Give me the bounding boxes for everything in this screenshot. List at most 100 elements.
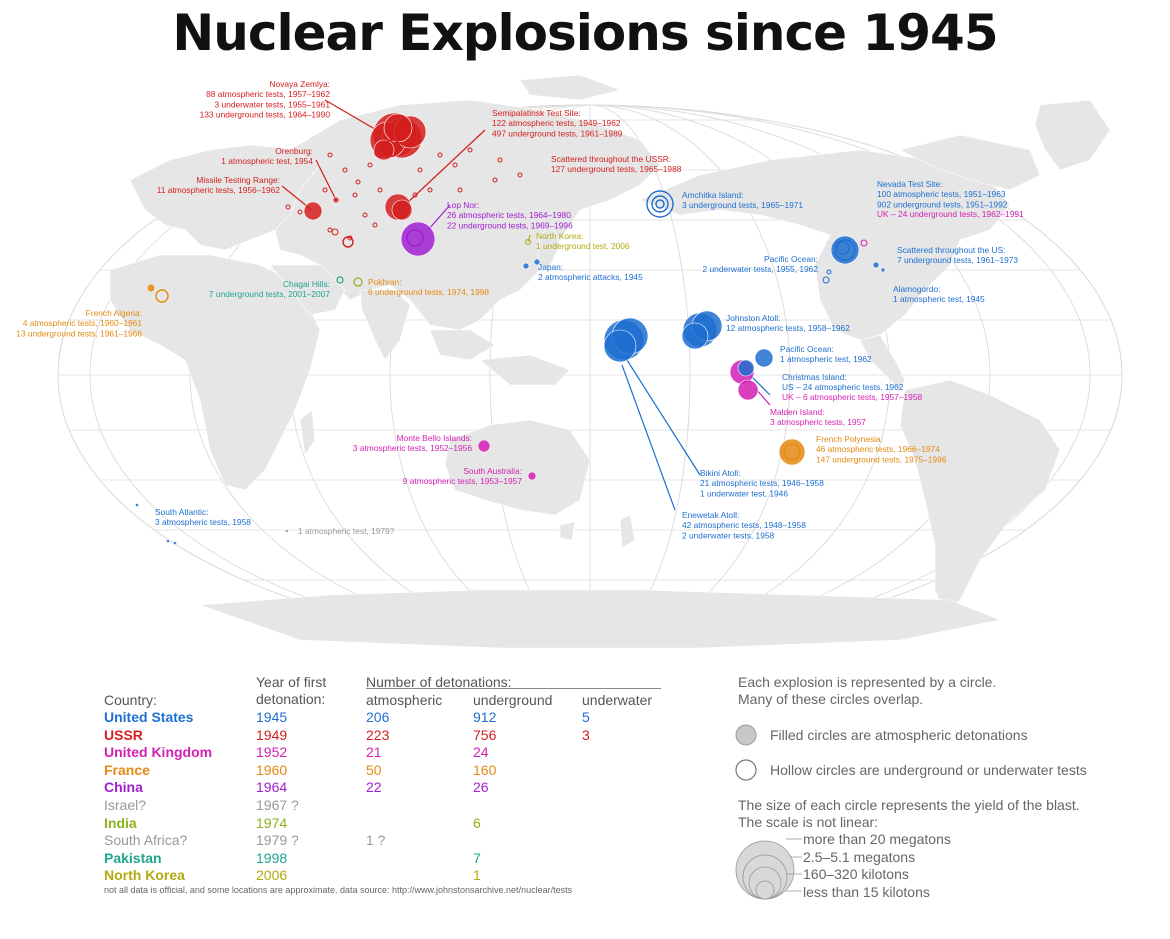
- novaya-zemlya-hollow-circle: [374, 146, 386, 158]
- ussr-scattered-circle: [417, 167, 423, 173]
- nevada-uk-circle: [860, 239, 868, 247]
- table-atmospheric: 22: [366, 779, 382, 796]
- map-label-nevada-uk: UK – 24 underground tests, 1962–1991: [877, 209, 1024, 219]
- map-label-bikini: Bikini Atoll: 21 atmospheric tests, 1946–…: [700, 468, 824, 498]
- map-label-polynesia: French Polynesia: 46 atmospheric tests, 1…: [816, 434, 947, 464]
- filled-circle-icon: [735, 724, 757, 746]
- table-country: United Kingdom: [104, 744, 213, 761]
- table-year: 1974: [256, 814, 288, 831]
- table-underground: 160: [473, 761, 497, 778]
- sa-1979-circle: [285, 529, 289, 533]
- map-label-japan: Japan: 2 atmospheric attacks, 1945: [538, 262, 643, 282]
- map-labels: Novaya Zemlya: 88 atmospheric tests, 1957…: [16, 79, 1024, 540]
- us-scattered-circle: [880, 267, 886, 273]
- chagai-circle: [336, 276, 344, 284]
- malden-circle: [737, 379, 759, 401]
- south-australia-circle: [527, 471, 537, 481]
- amchitka-circle: [646, 190, 674, 218]
- table-year: 2006: [256, 867, 288, 884]
- ussr-scattered-circle: [331, 228, 339, 236]
- map-label-south-australia: South Australia: 9 atmospheric tests, 195…: [403, 466, 523, 486]
- table-year: 1998: [256, 849, 288, 866]
- table-underground: 24: [473, 744, 489, 761]
- amchitka-circle: [655, 199, 665, 209]
- key-size-1: 2.5–5.1 megatons: [803, 849, 916, 865]
- hollow-circle-icon: [735, 759, 757, 781]
- table-atmospheric: 21: [366, 744, 382, 761]
- algeria-circle: [146, 283, 156, 293]
- ussr-scattered-circle: [352, 192, 358, 198]
- johnston-circle: [681, 322, 709, 350]
- key-size-line1: The size of each circle represents the y…: [738, 797, 1080, 813]
- page-title: Nuclear Explosions since 1945: [172, 4, 998, 62]
- table-country: China: [104, 779, 143, 796]
- table-underwater: 5: [582, 709, 590, 725]
- nevada-hollow-circle: [834, 239, 856, 261]
- key-size-2: 160–320 kilotons: [803, 866, 909, 882]
- table-year: 1960: [256, 761, 288, 778]
- map-label-sa-1979: 1 atmospheric test, 1979?: [298, 526, 395, 536]
- polynesia-circle: [778, 438, 806, 466]
- table-year: 1949: [256, 726, 288, 743]
- table-year: 1979 ?: [256, 832, 299, 849]
- key-size-0: more than 20 megatons: [803, 831, 951, 847]
- ussr-scattered-circle: [377, 187, 383, 193]
- land-masses: [109, 74, 1111, 649]
- table-underground: 7: [473, 849, 481, 866]
- map-label-christmas: Christmas Island: US – 24 atmospheric tes…: [782, 372, 904, 392]
- map-label-algeria: French Algeria: 4 atmospheric tests, 1960…: [16, 308, 142, 338]
- header-year-line2: detonation:: [256, 691, 326, 707]
- map-label-pacific-1962: Pacific Ocean: 1 atmospheric test, 1962: [780, 344, 872, 364]
- table-underground: 6: [473, 814, 481, 831]
- map-label-alamogordo: Alamogordo: 1 atmospheric test, 1945: [893, 284, 985, 304]
- table-year: 1967 ?: [256, 797, 299, 813]
- south-atlantic-circle: [166, 539, 170, 543]
- japan-circle: [533, 258, 541, 266]
- explosion-circles: [135, 112, 886, 545]
- table-country: North Korea: [104, 867, 185, 884]
- map-label-johnston: Johnston Atoll: 12 atmospheric tests, 195…: [726, 313, 850, 333]
- map-label-south-atlantic: South Atlantic: 3 atmospheric tests, 1958: [155, 507, 251, 527]
- table-atmospheric: 206: [366, 709, 390, 725]
- ussr-scattered-circle: [327, 152, 333, 158]
- key-filled-text: Filled circles are atmospheric detonatio…: [770, 727, 1028, 743]
- table-year: 1945: [256, 709, 288, 725]
- header-count: Number of detonations:: [366, 674, 512, 690]
- map-label-nevada: Nevada Test Site: 100 atmospheric tests, …: [877, 179, 1008, 209]
- header-col-underwater: underwater: [582, 692, 653, 708]
- ussr-scattered-circle: [492, 177, 498, 183]
- novaya-zemlya-circle: [383, 113, 413, 143]
- ussr-scattered-circle: [367, 162, 373, 168]
- size-circle-icon: [748, 866, 782, 900]
- ussr-scattered-circle: [342, 236, 354, 248]
- size-circle-icon: [735, 840, 795, 900]
- ussr-scattered-circle: [457, 187, 463, 193]
- table-country: USSR: [104, 726, 143, 743]
- algeria-hollow-circle: [155, 289, 169, 303]
- key-size-line2: The scale is not linear:: [738, 814, 879, 830]
- amchitka-circle: [651, 195, 669, 213]
- map-label-missile-range: Missile Testing Range: 11 atmospheric tes…: [157, 175, 281, 195]
- ussr-scattered-circle: [427, 187, 433, 193]
- map-label-enewetak: Enewetak Atoll: 42 atmospheric tests, 194…: [682, 510, 806, 540]
- table-atmospheric: 223: [366, 726, 390, 743]
- map-label-orenburg: Orenburg: 1 atmospheric test, 1954: [221, 146, 313, 166]
- table-country: Pakistan: [104, 849, 162, 866]
- key-hollow-text: Hollow circles are underground or underw…: [770, 762, 1087, 778]
- size-circle-icon: [742, 854, 788, 900]
- ussr-scattered-circle: [297, 209, 303, 215]
- orenburg-circle: [332, 196, 340, 204]
- table-underground: 912: [473, 709, 497, 725]
- ussr-scattered-circle: [412, 192, 418, 198]
- map-label-scattered-us: Scattered throughout the US: 7 undergroun…: [897, 245, 1018, 265]
- map-label-christmas-uk: UK – 6 atmospheric tests, 1957–1958: [782, 392, 922, 402]
- nevada-hollow-circle: [836, 241, 850, 255]
- key-intro-line2: Many of these circles overlap.: [738, 691, 924, 707]
- table-underground: 756: [473, 726, 497, 743]
- lop-nor-circle: [400, 221, 436, 257]
- lop-nor-hollow-circle: [406, 229, 424, 247]
- header-rule: [366, 688, 661, 689]
- header-col-atmospheric: atmospheric: [366, 692, 443, 708]
- key-size-3: less than 15 kilotons: [803, 884, 930, 900]
- ussr-scattered-circle: [327, 227, 333, 233]
